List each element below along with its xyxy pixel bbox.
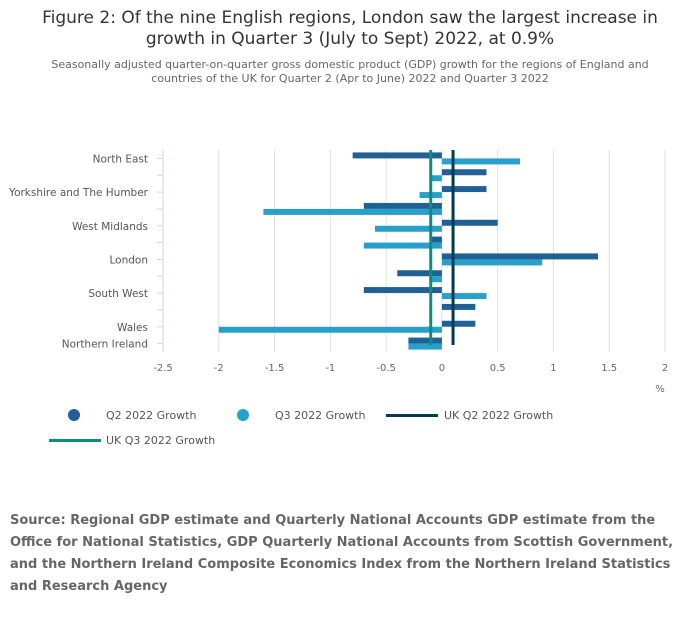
bar-q2-west-midlands	[441, 219, 498, 226]
bar-q2-scotland	[441, 303, 476, 310]
bar-q2-south-east	[397, 270, 442, 277]
legend-label-uk-q2: UK Q2 2022 Growth	[444, 409, 554, 422]
legend-line-uk-q2	[386, 414, 438, 417]
x-tick-label: 0.5	[490, 363, 506, 374]
x-tick-label: 1.5	[601, 363, 617, 374]
x-tick-label: -1	[325, 363, 335, 374]
y-category-label: Yorkshire and The Humber	[8, 187, 149, 199]
legend-line-uk-q3	[49, 439, 101, 442]
bar-q3-south-west	[441, 293, 487, 300]
x-tick-label: -2.5	[153, 363, 173, 374]
bar-q3-north-east	[441, 158, 520, 165]
y-category-label: Northern Ireland	[62, 339, 148, 351]
y-category-label: North East	[93, 153, 148, 165]
bar-q2-north-west	[441, 169, 487, 176]
y-category-label: South West	[88, 288, 148, 300]
x-tick-label: 0	[439, 363, 445, 374]
y-category-label: West Midlands	[72, 221, 148, 233]
x-axis-label: %	[655, 384, 665, 395]
chart-plot: -2.5 -2 -1.5 -1 -0.5 0 0.5 1 1.5 2% North East York…	[8, 150, 668, 395]
x-tick-label: -2	[214, 363, 224, 374]
legend-marker-q3	[237, 409, 249, 421]
legend-label-uk-q3: UK Q3 2022 Growth	[106, 434, 216, 447]
source-note: Source: Regional GDP estimate and Quarte…	[10, 513, 674, 594]
bar-q2-east-of-england	[430, 236, 442, 243]
x-tick-label: -1.5	[265, 363, 285, 374]
bar-q2-south-west	[363, 287, 442, 294]
bar-q2-north-east	[352, 152, 442, 159]
bar-q3-south-east	[430, 276, 442, 283]
chart-title: Figure 2: Of the nine English regions, L…	[42, 8, 658, 49]
bar-q3-north-west	[430, 175, 442, 182]
x-tick-label: 1	[550, 363, 556, 374]
chart-subtitle: Seasonally adjusted quarter-on-quarter g…	[51, 58, 649, 85]
bar-q3-london	[441, 259, 543, 266]
bar-q2-yorkshire-and-the-humber	[441, 186, 487, 193]
bar-q2-london	[441, 253, 599, 260]
y-category-label: London	[110, 254, 149, 266]
bar-q2-east-midlands	[363, 202, 442, 209]
bar-q3-northern-ireland	[408, 343, 442, 350]
bar-q2-wales	[441, 320, 476, 327]
y-category-label: Wales	[117, 322, 148, 334]
bar-q3-east-midlands	[263, 208, 442, 215]
bar-q3-east-of-england	[363, 242, 442, 249]
legend-label-q2: Q2 2022 Growth	[106, 409, 197, 422]
bar-q2-northern-ireland	[408, 337, 442, 344]
bar-q3-west-midlands	[374, 225, 442, 232]
x-tick-label: 2	[662, 363, 668, 374]
x-tick-label: -0.5	[376, 363, 396, 374]
legend-label-q3: Q3 2022 Growth	[275, 409, 366, 422]
bar-q3-wales	[218, 326, 442, 333]
legend-marker-q2	[68, 409, 80, 421]
